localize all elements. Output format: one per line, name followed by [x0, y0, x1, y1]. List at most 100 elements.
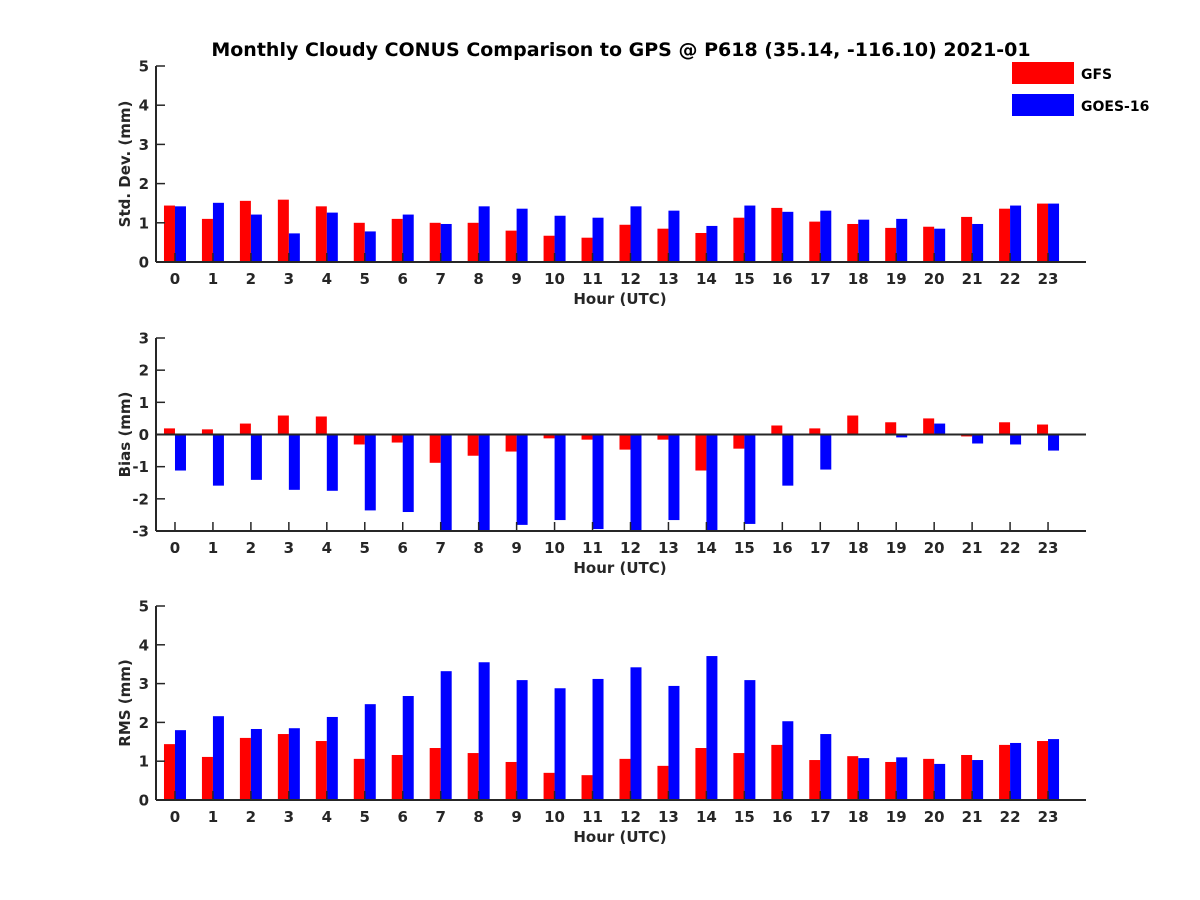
bar-bias-goes16-hour-15 [744, 434, 756, 524]
bar-std-dev-gfs-hour-16 [771, 207, 783, 262]
x-tick-label: 9 [511, 808, 521, 826]
bar-rms-goes16-hour-18 [858, 758, 870, 800]
x-tick-label: 3 [284, 539, 294, 557]
x-tick-label: 20 [924, 270, 945, 288]
y-tick-label: 4 [139, 97, 149, 115]
bar-rms-goes16-hour-4 [326, 716, 338, 800]
bar-std-dev-gfs-hour-12 [619, 224, 631, 262]
x-tick-label: 23 [1038, 270, 1059, 288]
bar-std-dev-gfs-hour-17 [809, 221, 821, 262]
bar-std-dev-gfs-hour-18 [847, 223, 859, 262]
x-tick-label: 18 [848, 808, 869, 826]
x-tick-label: 17 [810, 270, 831, 288]
bar-bias-goes16-hour-5 [364, 434, 376, 511]
legend-swatch-gfs [1012, 62, 1074, 84]
bar-rms-goes16-hour-5 [364, 704, 376, 800]
bar-bias-gfs-hour-19 [885, 422, 897, 435]
x-tick-label: 4 [322, 539, 332, 557]
y-tick-label: -2 [132, 490, 149, 508]
x-tick-label: 12 [620, 539, 641, 557]
bar-std-dev-gfs-hour-13 [657, 228, 669, 262]
bar-bias-gfs-hour-1 [201, 429, 213, 435]
bar-std-dev-goes16-hour-11 [592, 217, 604, 262]
bar-bias-goes16-hour-7 [440, 434, 452, 531]
bar-rms-goes16-hour-6 [402, 696, 414, 800]
bar-std-dev-goes16-hour-3 [288, 233, 300, 262]
x-tick-label: 16 [772, 808, 793, 826]
bar-rms-goes16-hour-7 [440, 671, 452, 800]
bar-std-dev-gfs-hour-10 [543, 235, 555, 262]
x-tick-label: 11 [582, 539, 603, 557]
x-tick-label: 0 [170, 808, 180, 826]
y-tick-label: 1 [139, 394, 149, 412]
bar-bias-goes16-hour-1 [212, 434, 224, 486]
bar-rms-gfs-hour-10 [543, 772, 555, 800]
x-axis-label: Hour (UTC) [573, 828, 666, 846]
bar-std-dev-goes16-hour-17 [820, 210, 832, 262]
bar-bias-gfs-hour-13 [657, 434, 669, 440]
bar-bias-goes16-hour-14 [706, 434, 718, 531]
x-tick-label: 10 [544, 808, 565, 826]
bar-std-dev-goes16-hour-10 [554, 215, 566, 262]
bar-bias-gfs-hour-4 [315, 416, 327, 435]
x-tick-label: 7 [435, 539, 445, 557]
x-tick-label: 6 [398, 270, 408, 288]
bar-rms-gfs-hour-7 [429, 748, 441, 800]
bar-bias-gfs-hour-5 [353, 434, 365, 445]
x-tick-label: 0 [170, 539, 180, 557]
bar-std-dev-goes16-hour-2 [250, 214, 262, 262]
bar-bias-gfs-hour-2 [239, 423, 251, 435]
bar-rms-gfs-hour-1 [201, 756, 213, 800]
bar-rms-goes16-hour-17 [820, 734, 832, 800]
bar-std-dev-gfs-hour-23 [1037, 203, 1049, 262]
bar-rms-gfs-hour-2 [239, 737, 251, 800]
x-tick-label: 6 [398, 808, 408, 826]
bar-std-dev-goes16-hour-6 [402, 214, 414, 262]
x-tick-label: 3 [284, 808, 294, 826]
x-tick-label: 21 [962, 808, 983, 826]
x-tick-label: 15 [734, 808, 755, 826]
bar-std-dev-goes16-hour-21 [972, 223, 984, 262]
bar-bias-gfs-hour-14 [695, 434, 707, 471]
x-tick-label: 8 [473, 539, 483, 557]
bar-bias-goes16-hour-8 [478, 434, 490, 531]
bar-bias-goes16-hour-12 [630, 434, 642, 531]
bar-rms-goes16-hour-16 [782, 721, 794, 800]
x-axis-label: Hour (UTC) [573, 290, 666, 308]
x-tick-label: 5 [360, 270, 370, 288]
y-tick-label: 1 [139, 214, 149, 232]
bar-rms-gfs-hour-3 [277, 734, 289, 800]
bar-rms-goes16-hour-2 [250, 728, 262, 800]
x-tick-label: 1 [208, 808, 218, 826]
y-tick-label: 0 [139, 254, 149, 272]
x-tick-label: 3 [284, 270, 294, 288]
bar-std-dev-goes16-hour-5 [364, 231, 376, 262]
x-tick-label: 5 [360, 808, 370, 826]
bar-bias-gfs-hour-3 [277, 415, 289, 435]
x-tick-label: 13 [658, 270, 679, 288]
bar-rms-gfs-hour-18 [847, 756, 859, 800]
x-tick-label: 22 [1000, 539, 1021, 557]
y-tick-label: 5 [139, 598, 149, 616]
bar-std-dev-goes16-hour-7 [440, 223, 452, 262]
bar-rms-goes16-hour-3 [288, 728, 300, 800]
bar-bias-goes16-hour-19 [896, 434, 908, 438]
y-tick-label: 0 [139, 792, 149, 810]
bar-rms-gfs-hour-6 [391, 754, 403, 800]
x-tick-label: 22 [1000, 808, 1021, 826]
x-tick-label: 12 [620, 270, 641, 288]
bar-rms-goes16-hour-10 [554, 688, 566, 800]
x-tick-label: 20 [924, 808, 945, 826]
bar-std-dev-goes16-hour-1 [212, 202, 224, 262]
bar-std-dev-goes16-hour-14 [706, 225, 718, 262]
x-axis-label: Hour (UTC) [573, 559, 666, 577]
x-tick-label: 7 [435, 270, 445, 288]
bar-std-dev-gfs-hour-5 [353, 222, 365, 262]
bar-std-dev-gfs-hour-2 [239, 200, 251, 262]
bar-rms-goes16-hour-12 [630, 667, 642, 800]
bar-rms-goes16-hour-0 [174, 730, 186, 800]
bar-std-dev-gfs-hour-3 [277, 199, 289, 262]
bar-rms-gfs-hour-23 [1037, 741, 1049, 800]
y-tick-label: 3 [139, 675, 149, 693]
bar-rms-gfs-hour-15 [733, 753, 745, 800]
